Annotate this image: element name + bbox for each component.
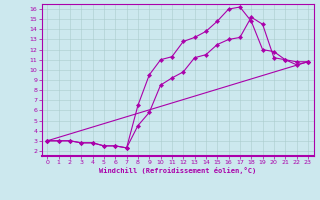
X-axis label: Windchill (Refroidissement éolien,°C): Windchill (Refroidissement éolien,°C) [99, 167, 256, 174]
